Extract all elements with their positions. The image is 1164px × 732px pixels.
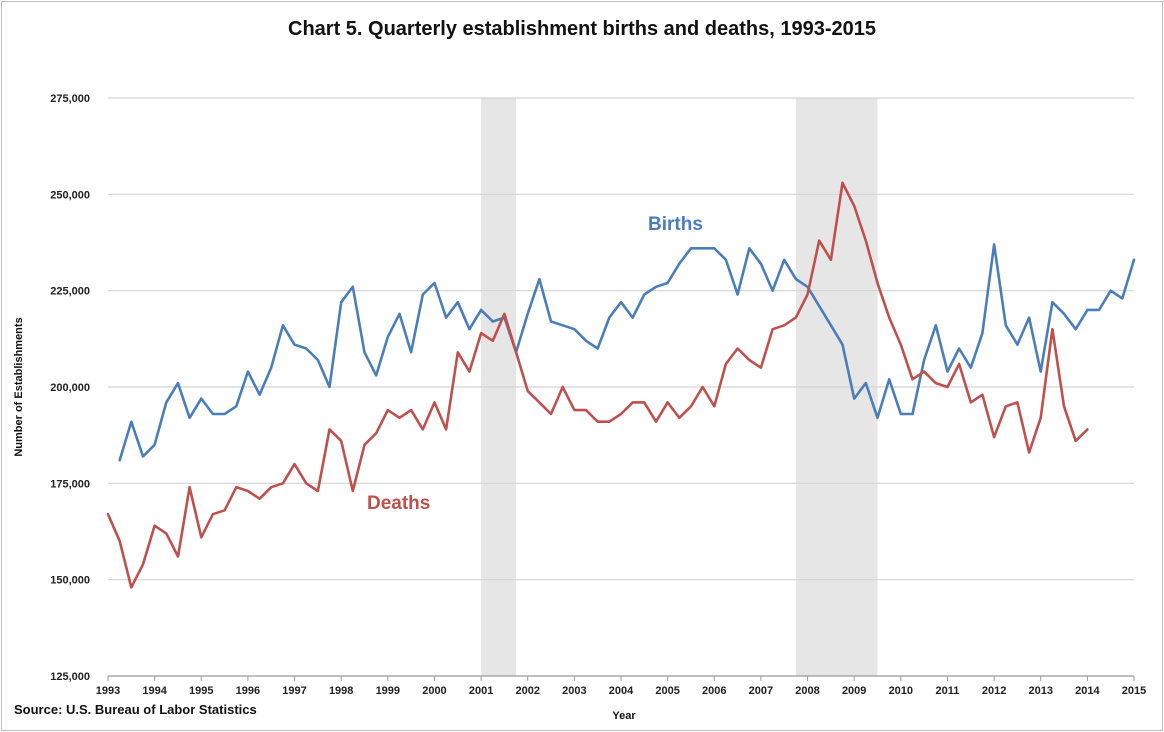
x-tick-label: 2002 — [515, 685, 539, 697]
x-tick-label: 2013 — [1028, 685, 1052, 697]
x-tick-label: 2001 — [469, 685, 493, 697]
x-tick-label: 2006 — [702, 685, 726, 697]
deaths-series-label: Deaths — [367, 493, 430, 514]
births-line — [118, 243, 1136, 462]
x-tick-label: 1994 — [142, 685, 167, 697]
y-axis-ticks: 125,000 150,000 175,000 200,000 225,000 250,0… — [50, 93, 90, 683]
x-tick-label: 2009 — [842, 685, 866, 697]
x-tick-label: 1993 — [96, 685, 120, 697]
x-tick-label: 2004 — [609, 685, 634, 697]
series-lines — [106, 181, 1136, 589]
births-series-label: Births — [648, 214, 703, 235]
y-tick-label: 175,000 — [50, 478, 90, 490]
x-tick-label: 2011 — [936, 685, 960, 697]
y-tick-label: 225,000 — [50, 286, 90, 298]
x-tick-label: 2007 — [749, 685, 773, 697]
y-tick-label: 150,000 — [50, 575, 90, 587]
chart-title: Chart 5. Quarterly establishment births … — [288, 18, 876, 40]
x-tick-label: 2005 — [655, 685, 679, 697]
x-tick-label: 1999 — [376, 685, 400, 697]
x-axis-ticks: 1993 1994 1995 1996 1997 1998 1999 2000 2001 2002… — [96, 676, 1146, 697]
x-tick-label: 2014 — [1075, 685, 1100, 697]
x-tick-label: 2008 — [795, 685, 819, 697]
x-tick-label: 2010 — [889, 685, 913, 697]
deaths-line — [106, 181, 1089, 589]
y-tick-label: 200,000 — [50, 382, 90, 394]
x-tick-label: 2015 — [1122, 685, 1146, 697]
x-tick-label: 2000 — [422, 685, 446, 697]
y-axis-label: Number of Establishments — [13, 317, 25, 456]
x-tick-label: 1998 — [329, 685, 353, 697]
x-axis-label: Year — [612, 710, 636, 722]
x-tick-label: 2003 — [562, 685, 586, 697]
x-tick-label: 1997 — [282, 685, 306, 697]
x-tick-label: 1996 — [236, 685, 260, 697]
y-tick-label: 250,000 — [50, 189, 90, 201]
source-note: Source: U.S. Bureau of Labor Statistics — [14, 702, 257, 717]
x-tick-label: 1995 — [189, 685, 213, 697]
y-tick-label: 275,000 — [50, 93, 90, 105]
y-tick-label: 125,000 — [50, 671, 90, 683]
x-tick-label: 2012 — [982, 685, 1006, 697]
